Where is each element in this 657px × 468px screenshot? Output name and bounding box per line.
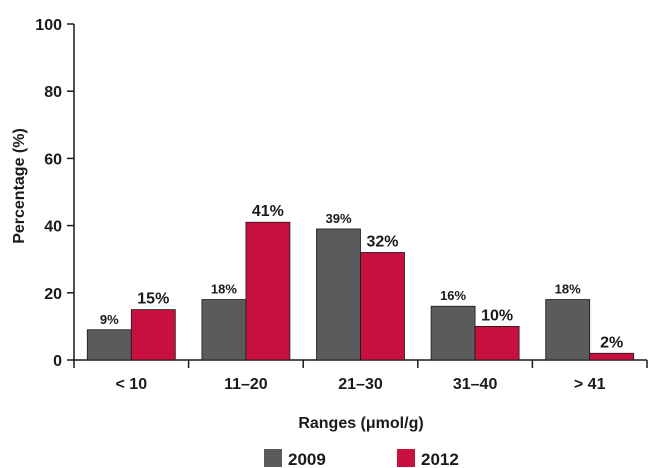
x-axis-title: Ranges (μmol/g) [298,415,423,432]
data-label-2012-1: 15% [137,291,169,308]
x-tick-label: 21–30 [338,376,383,393]
legend-label-2012: 2012 [421,450,459,468]
y-tick-label: 100 [35,17,62,34]
y-tick-label: 40 [44,219,62,236]
data-label-2012-4: 10% [481,307,513,324]
bar-2009-4 [430,305,476,361]
bar-2012-2 [245,221,291,361]
data-label-2009-2: 18% [211,282,237,297]
data-label-2012-3: 32% [366,233,398,250]
data-label-2009-4: 16% [440,288,466,303]
y-tick-label: 60 [44,151,62,168]
x-tick-label: > 41 [574,376,606,393]
bar-2012-5 [589,352,635,361]
y-tick-label: 80 [44,84,62,101]
x-tick-label: 31–40 [453,376,498,393]
legend-label-2009: 2009 [288,450,326,468]
x-tick-label: 11–20 [224,376,268,393]
bars [86,221,635,361]
bar-2012-1 [130,309,176,361]
data-label-2012-5: 2% [600,334,623,351]
bar-2009-3 [316,228,361,361]
data-label-2009-5: 18% [555,282,581,297]
bar-2012-4 [474,325,520,361]
bar-2009-5 [545,299,591,361]
y-tick-label: 20 [44,286,62,303]
x-axis: < 10 11–20 21–30 31–40 > 41 [73,359,648,393]
y-axis-title: Percentage (%) [11,128,28,244]
y-axis: 0 20 40 60 80 100 [35,17,75,370]
bar-2009-2 [201,299,247,361]
legend: 2009 2012 [264,449,459,468]
data-labels: 9% 18% 39% 16% 18% 15% 41% 32% 10% 2% [100,203,623,351]
bar-2012-3 [360,252,405,361]
data-label-2012-2: 41% [252,203,284,220]
legend-swatch-2012 [397,449,415,467]
y-tick-label: 0 [53,353,62,370]
x-tick-label: < 10 [116,376,148,393]
bar-2009-1 [86,329,132,361]
legend-swatch-2009 [264,449,282,467]
data-label-2009-3: 39% [325,211,351,226]
data-label-2009-1: 9% [100,312,119,327]
